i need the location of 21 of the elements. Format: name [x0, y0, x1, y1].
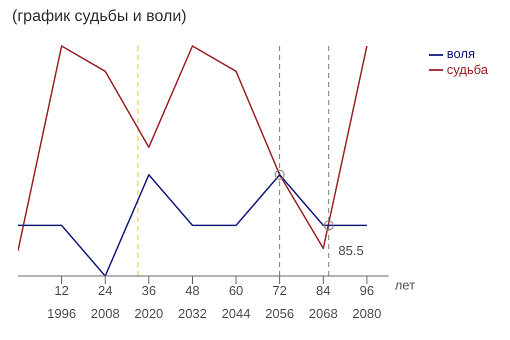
x2-tick-label: 2044: [222, 306, 251, 321]
x-axis-title: лет: [394, 278, 416, 293]
x2-tick-label: 2020: [134, 306, 164, 321]
chart-title: (график судьбы и воли): [12, 8, 188, 26]
x2-tick-label: 2080: [352, 306, 382, 321]
x2-tick-label: 2008: [90, 306, 120, 321]
x-tick-label: 36: [142, 283, 156, 298]
x-tick-label: 48: [185, 283, 200, 298]
x2-tick-label: 1996: [47, 306, 76, 321]
x-tick-label: 72: [272, 283, 287, 298]
x2-tick-label: 2056: [265, 306, 294, 321]
legend-label: судьба: [446, 62, 488, 77]
legend-label: воля: [446, 46, 476, 61]
x-tick-label: 60: [228, 283, 244, 298]
x2-tick-label: 2068: [308, 306, 338, 321]
x2-tick-label: 2032: [178, 306, 207, 321]
x-tick-label: 84: [316, 283, 331, 298]
x-tick-label: 96: [360, 283, 374, 298]
ref-line-label: 85.5: [338, 243, 364, 258]
x-tick-label: 24: [98, 283, 112, 298]
x-tick-label: 12: [54, 283, 69, 298]
